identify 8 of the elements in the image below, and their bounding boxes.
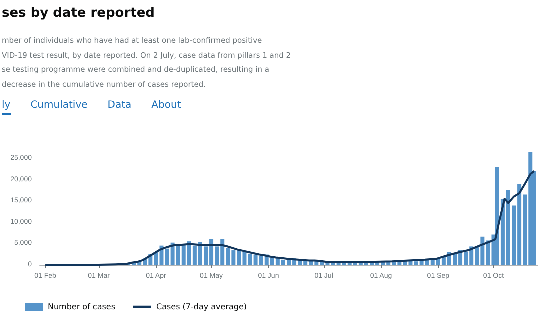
- legend-label: Number of cases: [48, 302, 116, 312]
- text: Cumulative: [30, 100, 88, 113]
- chart-title: ses by date reported: [2, 6, 155, 21]
- line-series: [44, 170, 536, 266]
- text: Data: [108, 100, 132, 113]
- text: About: [152, 100, 182, 113]
- legend-label: Cases (7-day average): [156, 302, 248, 312]
- text: ly: [2, 100, 11, 115]
